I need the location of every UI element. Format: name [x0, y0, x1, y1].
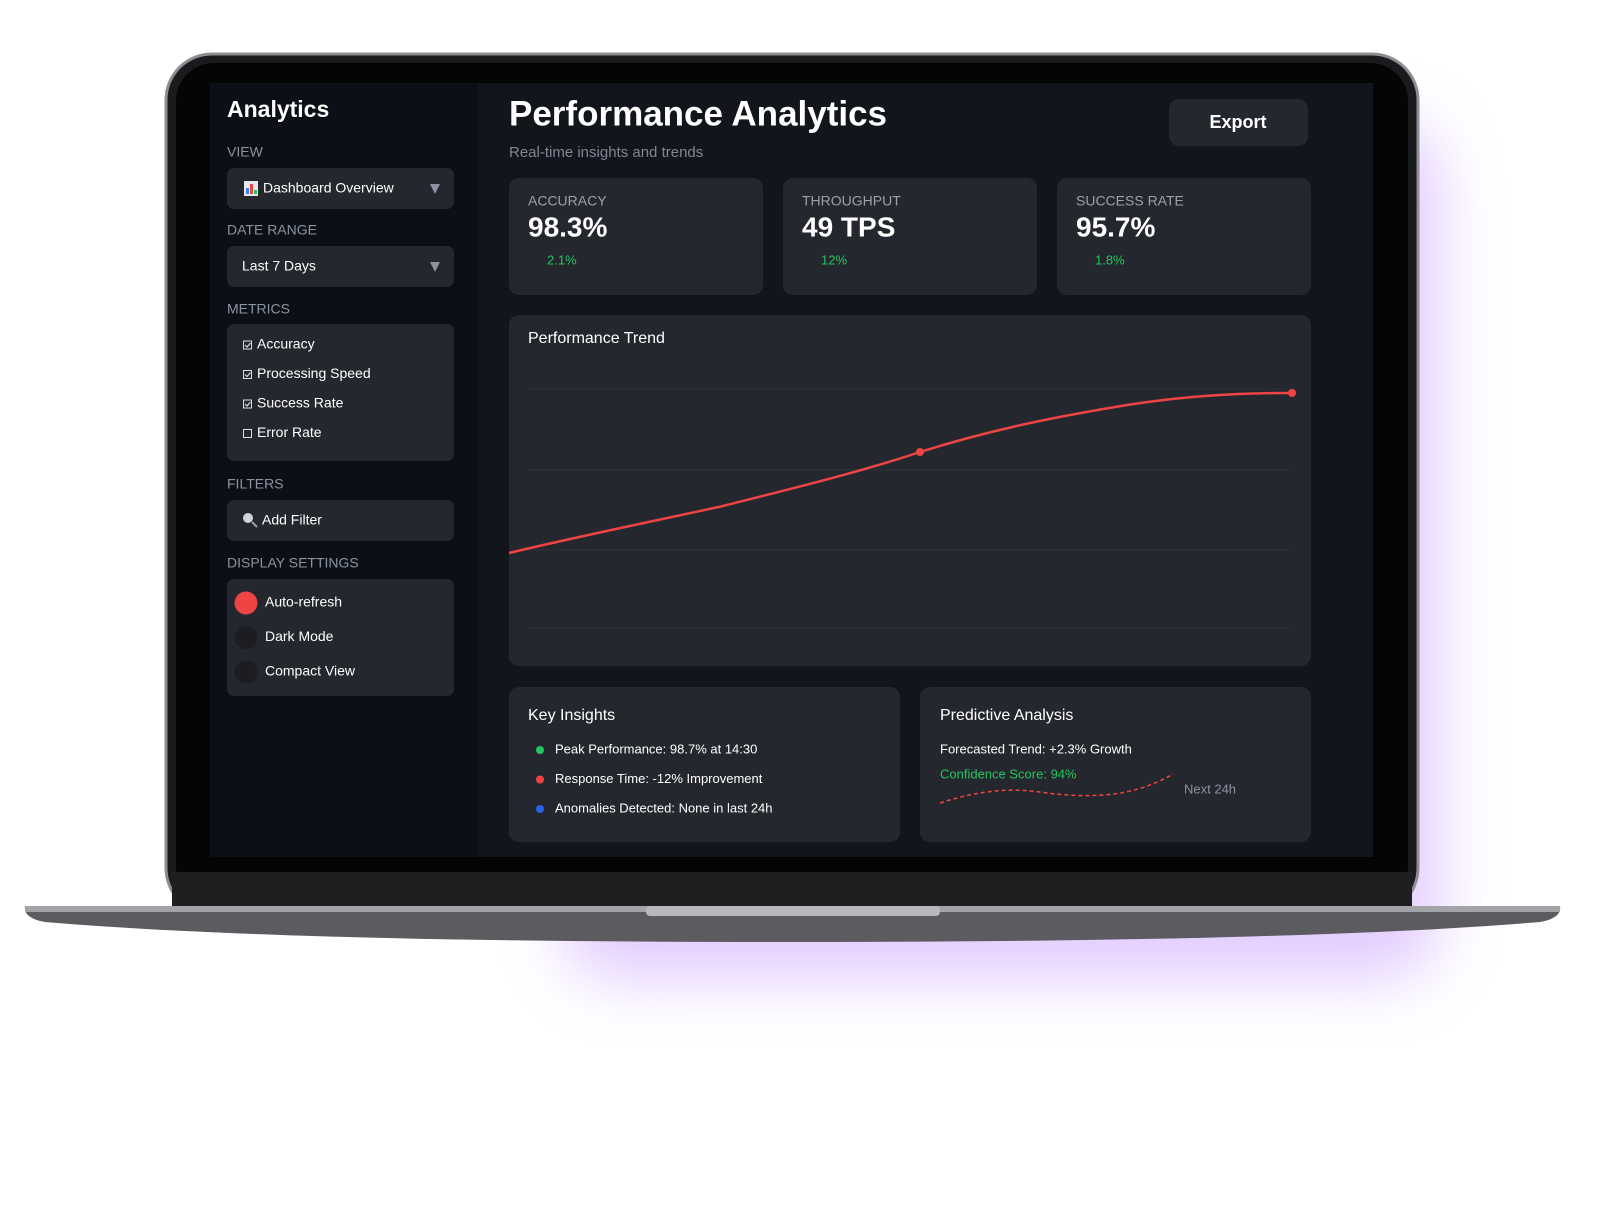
insights-title: Key Insights — [528, 707, 615, 724]
hinge-notch — [646, 906, 940, 916]
checkmark — [244, 401, 251, 407]
card-change: 12% — [821, 252, 847, 267]
insight-text: Anomalies Detected: None in last 24h — [555, 800, 773, 815]
chart-icon-bar — [246, 188, 249, 194]
search-icon-handle — [251, 521, 258, 528]
metric-label: Error Rate — [257, 424, 322, 440]
ui: Analytics VIEW Dashboard Overview DATE RANG… — [227, 94, 1311, 842]
page-title: Performance Analytics — [509, 94, 887, 133]
lid-bottom — [172, 872, 1412, 906]
chart-icon-bar — [254, 190, 257, 194]
section-label: DATE RANGE — [227, 222, 317, 238]
bullet — [536, 775, 544, 784]
section-label: VIEW — [227, 144, 264, 160]
metric-card — [509, 178, 763, 295]
trend-point — [916, 448, 924, 456]
card-label: THROUGHPUT — [802, 193, 901, 209]
horizon: Next 24h — [1184, 781, 1236, 796]
checkbox[interactable] — [243, 399, 252, 409]
view-dropdown[interactable] — [227, 168, 454, 209]
card-change: 1.8% — [1095, 252, 1125, 267]
button-label: Add Filter — [262, 512, 322, 528]
add-filter-button[interactable] — [227, 500, 454, 541]
setting-label: Compact View — [265, 663, 356, 679]
metric-label: Processing Speed — [257, 365, 371, 381]
bullet — [536, 746, 544, 754]
trend-point — [1288, 389, 1296, 397]
predictive-card — [920, 687, 1311, 842]
chart-icon-bar — [250, 184, 253, 194]
card-label: SUCCESS RATE — [1076, 193, 1184, 209]
checkbox[interactable] — [243, 429, 252, 438]
section-label: DISPLAY SETTINGS — [227, 555, 359, 571]
search-icon — [243, 513, 253, 523]
metric-label: Accuracy — [257, 336, 315, 352]
checkbox[interactable] — [243, 370, 252, 379]
dropdown-value: Last 7 Days — [242, 258, 316, 274]
metric-card — [783, 178, 1037, 295]
export-label: Export — [1209, 112, 1266, 132]
laptop-base — [24, 906, 1561, 942]
page-subtitle: Real-time insights and trends — [509, 144, 703, 161]
section-label: METRICS — [227, 301, 290, 317]
insight-text: Response Time: -12% Improvement — [555, 771, 763, 786]
export-button[interactable] — [1169, 99, 1308, 146]
trend-card — [509, 315, 1311, 666]
display-box — [227, 579, 454, 696]
setting-label: Auto-refresh — [265, 594, 342, 610]
card-value: 95.7% — [1076, 211, 1155, 242]
checkmark — [244, 372, 251, 378]
forecast: Forecasted Trend: +2.3% Growth — [940, 741, 1132, 756]
card-change: 2.1% — [547, 252, 577, 267]
card-label: ACCURACY — [528, 193, 607, 209]
setting-label: Dark Mode — [265, 628, 334, 644]
metric-label: Success Rate — [257, 395, 344, 411]
bullet — [536, 805, 544, 813]
dropdown-value: Dashboard Overview — [263, 180, 395, 196]
checkmark — [244, 342, 251, 348]
section-label: FILTERS — [227, 476, 284, 492]
toggle[interactable] — [234, 660, 258, 684]
predictive-title: Predictive Analysis — [940, 707, 1073, 724]
insights-card — [509, 687, 900, 842]
checkbox[interactable] — [243, 340, 252, 350]
metrics-box — [227, 324, 454, 461]
trend-title: Performance Trend — [528, 330, 665, 347]
insight-text: Peak Performance: 98.7% at 14:30 — [555, 741, 757, 756]
toggle[interactable] — [234, 626, 258, 649]
dropdown-arrow — [430, 184, 440, 194]
forecast-line — [939, 773, 1174, 804]
toggle[interactable] — [234, 591, 258, 615]
confidence: Confidence Score: 94% — [940, 766, 1077, 781]
date-dropdown[interactable] — [227, 246, 454, 287]
card-value: 49 TPS — [802, 211, 895, 242]
sidebar — [210, 83, 478, 857]
metric-card — [1057, 178, 1311, 295]
sidebar-title: Analytics — [227, 96, 329, 122]
dropdown-arrow — [430, 262, 440, 272]
card-value: 98.3% — [528, 211, 607, 242]
